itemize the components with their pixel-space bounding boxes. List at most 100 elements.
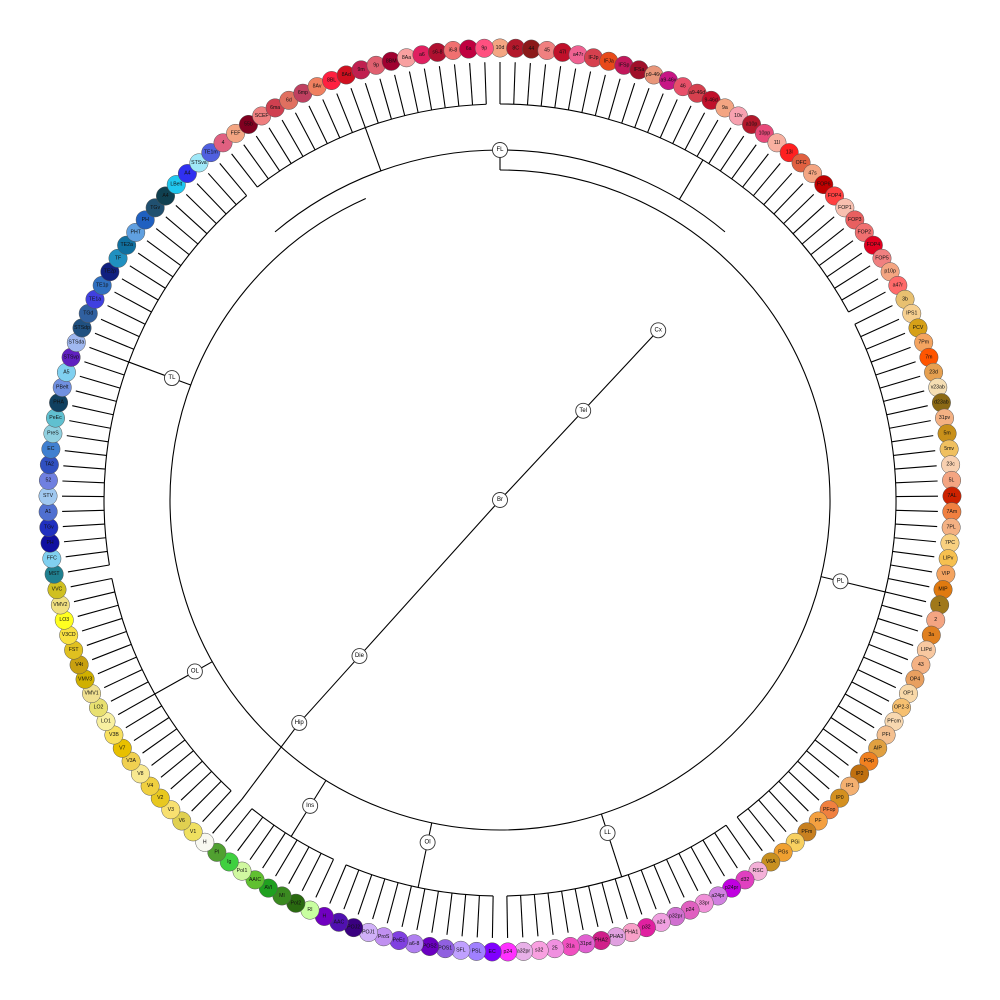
leaf-node[interactable]: PreS [43,424,63,444]
leaf-label: ProS [378,934,390,940]
leaf-label: PeEc [49,415,62,421]
leaf-label: A4 [162,193,168,199]
edge-line [62,509,105,512]
group-node-br[interactable]: Br [492,492,508,508]
leaf-node[interactable]: 3a [921,625,941,645]
group-node-tel[interactable]: Tel [575,402,592,419]
leaf-label: PHA3 [610,934,624,940]
leaf-label: FFC [47,556,57,562]
leaf-node[interactable]: s32 [529,940,549,960]
leaf-node[interactable]: PH [40,533,60,553]
group-node-label: Ins [306,803,314,809]
leaf-label: MI [279,893,285,899]
edge-line [665,859,685,898]
edge-line [241,722,300,800]
leaf-node[interactable]: 7m [919,347,939,367]
edge-line [110,681,149,702]
leaf-node[interactable]: 6d [279,90,299,110]
group-node-circle [302,797,319,814]
leaf-node[interactable]: 6mp [293,83,313,103]
leaf-node[interactable]: 31pd [576,934,596,954]
group-node-hip[interactable]: Hip [291,714,308,731]
leaf-label: i6-8 [449,47,458,53]
group-node-label: Br [497,497,503,503]
leaf-label: p32 [642,925,651,931]
leaf-node[interactable]: VIP [936,564,956,584]
leaf-node[interactable]: TGv [39,517,59,537]
leaf-node[interactable]: 47l [553,42,573,62]
leaf-node[interactable]: 5m [937,424,957,444]
edge-line [708,127,732,164]
group-node-circle [832,573,849,590]
leaf-node[interactable]: POJ1 [359,923,379,942]
leaf-label: TE2a [120,242,133,248]
leaf-node[interactable]: 8Aa [397,48,416,68]
leaf-label: FOP3 [848,217,862,223]
leaf-label: MST [49,571,61,577]
leaf-label: PHT [131,229,142,235]
leaf-node[interactable]: PHA2 [591,931,611,950]
leaf-label: LIPv [943,556,954,562]
leaf-label: a32pr [517,948,531,954]
edge-line [155,228,190,256]
leaf-label: IP1 [846,783,854,789]
leaf-label: 6mp [298,90,308,96]
leaf-label: 7AL [947,493,956,499]
leaf-node[interactable]: 8C [506,38,526,58]
edge-line [315,859,335,898]
leaf-node[interactable]: p24pr [722,878,742,898]
group-node-tl[interactable]: TL [163,370,180,387]
group-node-cx[interactable]: Cx [650,322,667,339]
leaf-node[interactable]: 9p [474,38,494,58]
leaf-node[interactable]: 31pv [935,408,954,428]
leaf-label: V3A [126,758,136,764]
leaf-node[interactable]: RI [300,900,320,920]
leaf-label: s6-8 [432,49,442,55]
edge-line [329,864,347,904]
leaf-node[interactable]: PeEc [46,408,65,428]
leaf-node[interactable]: PFt [876,725,896,745]
leaf-node[interactable]: 52 [38,470,58,490]
group-node-ol[interactable]: OL [186,663,203,680]
leaf-label: 8BM [386,58,397,64]
leaf-node[interactable]: LO1 [96,712,116,731]
group-node-ins[interactable]: Ins [302,797,319,814]
leaf-label: TE1p [96,282,109,288]
group-node-ll[interactable]: LL [599,825,616,842]
group-node-fl[interactable]: FL [492,142,508,158]
leaf-label: AAIC [249,877,261,883]
leaf-node[interactable]: VVC [47,580,67,600]
leaf-node[interactable]: VMV3 [75,669,95,689]
leaf-node[interactable]: 1 [930,595,950,615]
leaf-label: POS2 [423,943,437,949]
leaf-node[interactable]: OP1 [898,684,918,704]
edge-line [191,780,222,812]
leaf-node[interactable]: POS1 [435,939,455,959]
leaf-node[interactable]: PSL [467,941,486,961]
edge-line [72,405,114,416]
leaf-node[interactable]: p32pr [666,907,686,926]
leaf-node[interactable]: d23ab [931,393,951,413]
leaf-label: PGp [864,758,874,764]
group-node-die[interactable]: Die [351,648,368,665]
leaf-node[interactable]: a6-8 [404,934,424,954]
group-node-oi[interactable]: OI [419,834,436,851]
leaf-label: AIP [874,745,883,751]
edge-line [873,630,914,646]
leaf-node[interactable]: 45 [537,40,557,60]
edge-line [773,183,804,215]
leaf-node[interactable]: PoI2 [286,893,306,913]
leaf-node[interactable]: a47r [568,45,588,65]
edge-line [231,153,258,188]
leaf-node[interactable]: OP2-3 [892,698,911,718]
edge-line [614,878,628,920]
edge-line [170,760,203,790]
edge-line [62,480,105,484]
leaf-node[interactable]: TGd [78,304,98,323]
edge-line [736,816,763,852]
edge-line [103,669,143,689]
edge-arc [169,169,831,831]
leaf-label: 46 [680,84,686,90]
group-node-pl[interactable]: PL [832,573,849,590]
leaf-node[interactable]: 8BM [381,51,401,71]
